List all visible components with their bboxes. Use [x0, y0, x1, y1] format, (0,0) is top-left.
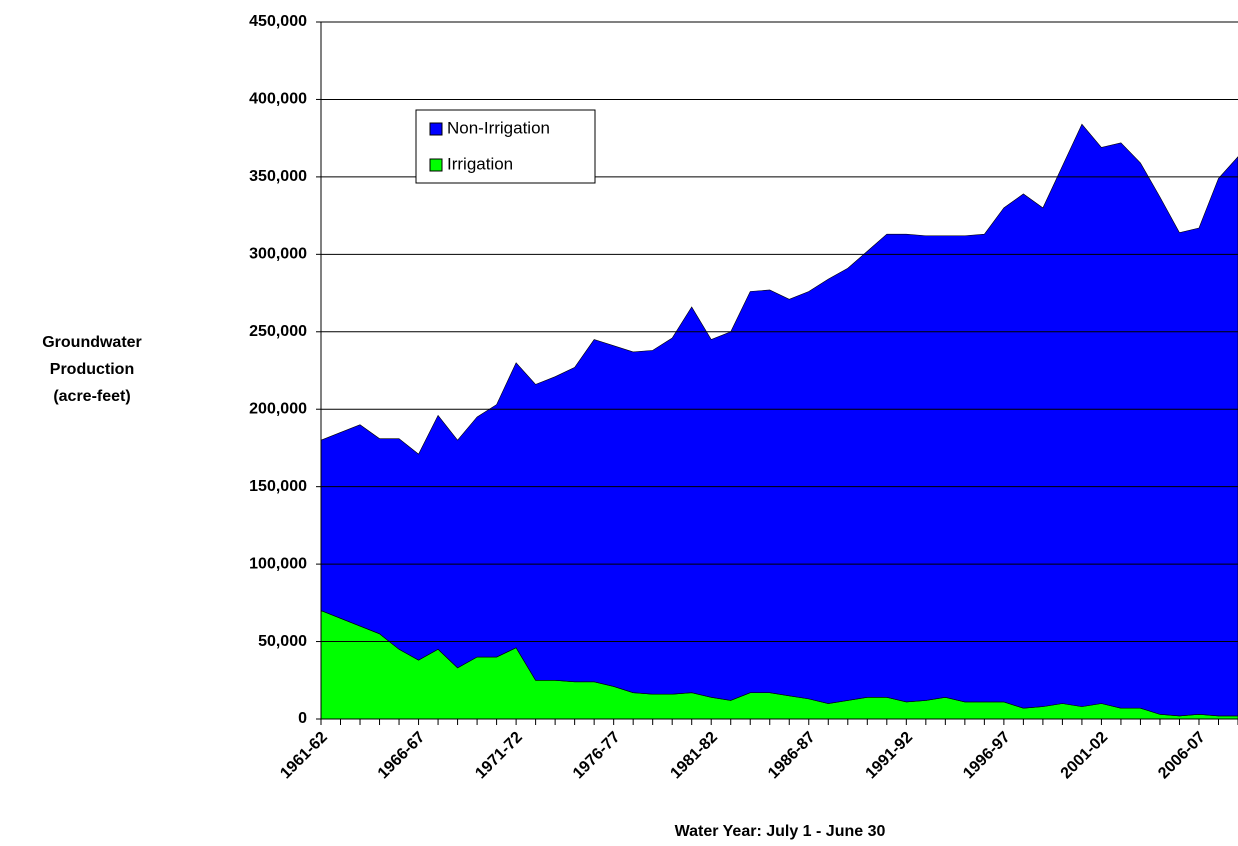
x-axis-title: Water Year: July 1 - June 30	[675, 823, 886, 840]
y-tick-label: 100,000	[249, 555, 307, 572]
legend-box	[415, 109, 596, 184]
legend: Non-Irrigation Irrigation	[415, 109, 596, 184]
x-tick-label: 1996-97	[960, 729, 1014, 783]
y-tick-label: 350,000	[249, 168, 307, 185]
y-axis-title: (acre-feet)	[53, 388, 130, 405]
y-axis-title: Groundwater	[42, 334, 142, 351]
y-tick-label: 50,000	[258, 633, 307, 650]
x-tick-label: 1971-72	[472, 729, 526, 783]
area	[320, 123, 1238, 717]
x-tick-label: 1966-67	[375, 729, 429, 783]
y-tick-label: 150,000	[249, 478, 307, 495]
x-tick-label: 1981-82	[667, 729, 721, 783]
y-tick-label: 200,000	[249, 400, 307, 417]
x-tick-label: 1991-92	[863, 729, 917, 783]
legend-label: Irrigation	[447, 154, 513, 173]
y-tick-label: 250,000	[249, 323, 307, 340]
legend-swatch	[429, 158, 443, 172]
y-axis-title: Production	[50, 361, 134, 378]
x-tick-label: 2006-07	[1155, 729, 1209, 783]
x-tick-label: 1961-62	[277, 729, 331, 783]
legend-label: Non-Irrigation	[447, 118, 550, 137]
y-tick-label: 0	[298, 710, 307, 727]
x-tick-label: 1986-87	[765, 729, 819, 783]
y-tick-label: 300,000	[249, 246, 307, 263]
y-tick-label: 450,000	[249, 13, 307, 30]
legend-swatch	[429, 122, 443, 136]
x-tick-label: 2001-02	[1058, 729, 1112, 783]
x-tick-label: 1976-77	[570, 729, 624, 783]
y-tick-label: 400,000	[249, 91, 307, 108]
